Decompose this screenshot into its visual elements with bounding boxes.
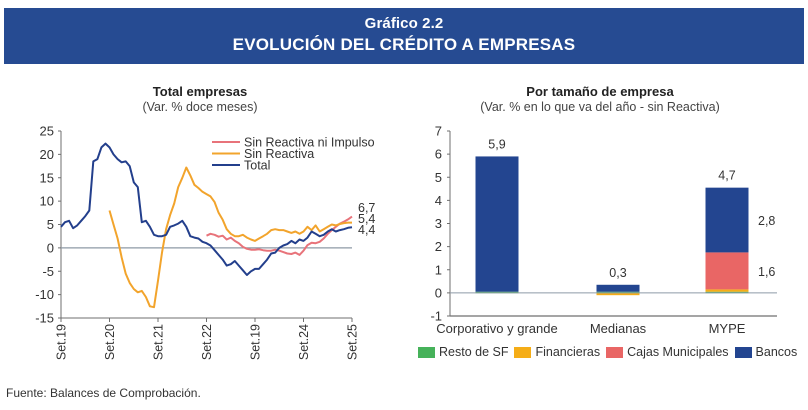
segment-label-bancos: 2,8 [758,214,775,228]
category-label: MYPE [709,321,746,336]
x-tick-label: Set.19 [55,324,69,360]
legend-item-resto: Resto de SF [418,345,508,359]
legend-label-financieras: Financieras [535,345,601,359]
series-line-sin-reactiva-ni-impulso [206,215,353,256]
legend-item-cajas: Cajas Municipales [606,345,729,359]
end-value-label: 4,4 [358,223,375,237]
bar-total-label: 0,3 [609,266,626,280]
right-chart-subtitle: (Var. % en lo que va del año - sin React… [480,100,720,114]
x-tick-label: Set.25 [346,324,360,360]
series-line-sin-reactiva [108,166,352,309]
legend-swatch-cajas [606,346,624,358]
y-tick-label: -10 [35,287,54,302]
x-tick-label: Set.21 [152,324,166,360]
y-tick-label: 20 [40,147,54,162]
end-value-label: 5,4 [358,212,375,226]
legend-label-sin-reactiva-ni-impulso: Sin Reactiva ni Impulso [244,136,375,150]
bar-total-label: 4,7 [718,169,735,183]
y-tick-label: 5 [47,217,54,232]
figure-title: EVOLUCIÓN DEL CRÉDITO A EMPRESAS [232,35,576,54]
chart-banner: Gráfico 2.2 EVOLUCIÓN DEL CRÉDITO A EMPR… [4,8,804,64]
legend-label-cajas: Cajas Municipales [627,345,729,359]
right-chart-title: Por tamaño de empresa [526,84,674,99]
bar-segment-financieras [596,292,640,296]
bar-chart: 7 6 5 4 3 2 1 0 -1 5,9 Corporativo y grande 0,3 Med… [430,124,777,336]
figure-label: Gráfico 2.2 [364,15,444,32]
y-tick-label: 15 [40,170,54,185]
x-tick-label: Set.20 [103,324,117,360]
source-note: Fuente: Balances de Comprobación. [6,386,201,400]
y-tick-label: 6 [435,147,442,162]
legend-label-bancos: Bancos [755,345,798,359]
legend-swatch-financieras [514,346,532,358]
legend-label-resto: Resto de SF [439,345,509,359]
bar-legend: Resto de SF Financieras Cajas Municipale… [418,345,803,359]
y-tick-label: -5 [42,264,54,279]
y-tick-label: 2 [435,239,442,254]
category-label: Medianas [590,321,647,336]
left-chart-title: Total empresas [152,84,248,99]
y-tick-label: 1 [435,262,442,277]
bar-segment-bancos [475,156,519,292]
y-tick-label: 0 [47,240,54,255]
category-label: Corporativo y grande [436,321,557,336]
y-tick-label: 3 [435,216,442,231]
bar-segment-bancos [705,187,749,253]
y-tick-label: 10 [40,194,54,209]
x-tick-label: Set.19 [249,324,263,360]
bar-total-label: 5,9 [488,137,505,151]
legend-label-total: Total [244,159,270,173]
x-tick-label: Set.22 [200,324,214,360]
y-tick-label: 0 [435,285,442,300]
y-tick-label: -15 [35,311,54,326]
bar-segment-financieras [705,289,749,292]
legend-swatch-bancos [734,346,752,358]
legend-swatch-resto [418,346,435,358]
legend-label-sin-reactiva: Sin Reactiva [244,147,314,161]
legend-item-bancos: Bancos [734,345,798,359]
y-tick-label: 7 [435,124,442,139]
bar-segment-cajas [705,252,749,290]
end-value-label: 6,7 [358,201,375,215]
y-tick-label: 4 [435,193,442,208]
series-line-total [60,142,353,276]
y-tick-label: 5 [435,170,442,185]
y-tick-label: -1 [430,309,442,324]
y-tick-label: 25 [40,124,54,139]
segment-label-cajas: 1,6 [758,265,775,279]
legend-item-financieras: Financieras [514,345,600,359]
left-chart-subtitle: (Var. % doce meses) [142,100,258,114]
x-tick-label: Set.24 [297,324,311,360]
bar-segment-bancos [596,284,640,292]
